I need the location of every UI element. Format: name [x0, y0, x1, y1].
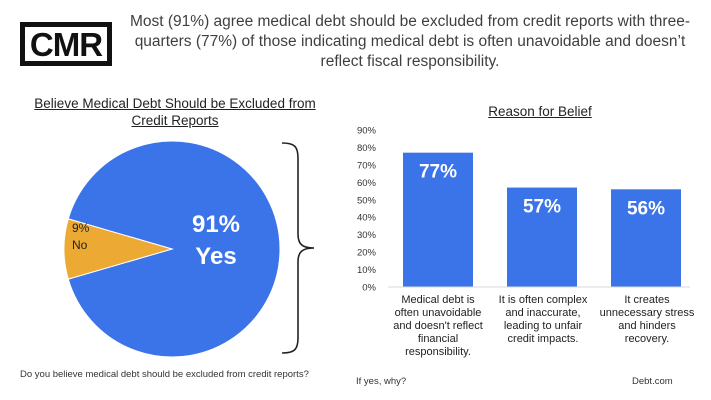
y-tick-label: 0%: [362, 283, 376, 294]
pie-slice-yes: [67, 140, 281, 358]
pie-chart: 91% Yes 9% No: [63, 140, 281, 358]
bar: [403, 152, 473, 287]
pie-label-value: 9%: [72, 221, 90, 235]
logo-text: CMR: [30, 26, 103, 63]
headline: Most (91%) agree medical debt should be …: [130, 13, 690, 70]
pie-label-category: No: [72, 238, 88, 252]
y-tick-label: 80%: [357, 143, 377, 154]
y-tick-label: 90%: [357, 126, 377, 137]
pie-label-value: 91%: [192, 211, 240, 238]
y-tick-label: 30%: [357, 230, 377, 241]
bar: [507, 187, 577, 287]
bar-category-label: It is often complex and inaccurate, lead…: [498, 294, 588, 345]
bar-value-label: 77%: [419, 162, 457, 183]
cmr-logo: CMR: [20, 22, 112, 66]
y-tick-label: 10%: [357, 265, 377, 276]
y-tick-label: 60%: [357, 178, 377, 189]
source-credit: Debt.com: [632, 376, 673, 387]
bar-category-label: Medical debt is often unavoidable and do…: [393, 294, 483, 358]
y-tick-label: 40%: [357, 213, 377, 224]
y-tick-label: 70%: [357, 160, 377, 171]
bar-value-label: 56%: [627, 198, 665, 219]
y-tick-label: 20%: [357, 248, 377, 259]
bracket-connector: [281, 142, 315, 354]
pie-label-category: Yes: [195, 243, 236, 270]
bar-chart-title: Reason for Belief: [475, 104, 605, 119]
pie-chart-title: Believe Medical Debt Should be Excluded …: [30, 95, 320, 129]
y-tick-label: 50%: [357, 195, 377, 206]
bar-chart: 0% 10% 20% 30% 40% 50% 60% 70% 80% 90% 77% 57% 56%: [357, 126, 690, 294]
bar-category-label: It creates unnecessary stress and hinder…: [599, 294, 695, 345]
bar-chart-title-text: Reason for Belief: [488, 104, 592, 119]
pie-chart-title-text: Believe Medical Debt Should be Excluded …: [34, 96, 316, 128]
bar: [611, 189, 681, 287]
follow-up-question-note: If yes, why?: [356, 376, 407, 387]
survey-question-note: Do you believe medical debt should be ex…: [20, 369, 309, 380]
pie-slice-no: [63, 218, 174, 280]
bar-value-label: 57%: [523, 197, 561, 218]
